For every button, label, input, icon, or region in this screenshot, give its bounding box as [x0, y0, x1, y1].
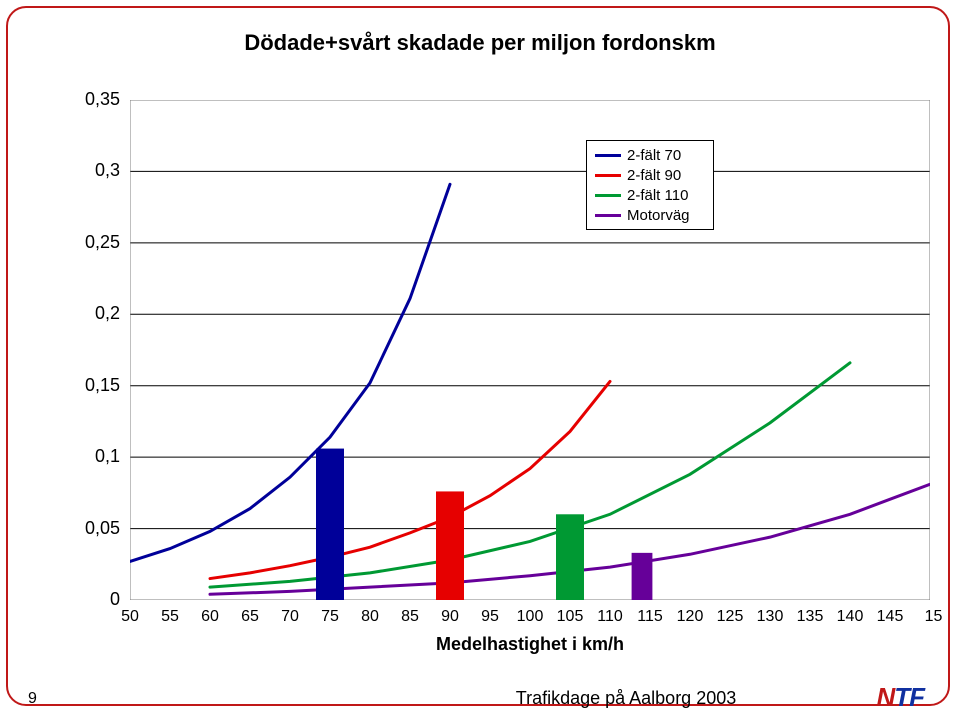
- x-tick-label: 115: [637, 608, 663, 626]
- legend-item: Motorväg: [595, 205, 705, 225]
- legend-swatch: [595, 214, 621, 217]
- x-tick-label: 85: [401, 608, 419, 626]
- y-tick-label: 0,2: [60, 303, 120, 324]
- x-tick-label: 90: [441, 608, 459, 626]
- y-tick-label: 0,05: [60, 518, 120, 539]
- x-axis-title: Medelhastighet i km/h: [410, 634, 650, 655]
- x-tick-label: 110: [597, 608, 623, 626]
- legend-swatch: [595, 154, 621, 157]
- legend-label: Motorväg: [627, 207, 690, 224]
- x-tick-label: 65: [241, 608, 259, 626]
- legend-item: 2-fält 110: [595, 185, 705, 205]
- x-tick-label: 95: [481, 608, 499, 626]
- x-tick-label: 140: [837, 608, 864, 626]
- x-tick-label: 125: [717, 608, 744, 626]
- footer-text: Trafikdage på Aalborg 2003: [516, 688, 737, 709]
- y-tick-label: 0,35: [60, 89, 120, 110]
- x-tick-label: 80: [361, 608, 379, 626]
- y-tick-label: 0: [60, 589, 120, 610]
- legend-item: 2-fält 90: [595, 165, 705, 185]
- x-tick-label: 130: [757, 608, 784, 626]
- legend-label: 2-fält 110: [627, 187, 688, 204]
- x-tick-label: 60: [201, 608, 219, 626]
- legend-item: 2-fält 70: [595, 145, 705, 165]
- x-tick-label: 135: [797, 608, 824, 626]
- ntf-logo-tf: TF: [894, 682, 924, 712]
- chart-title: Dödade+svårt skadade per miljon fordonsk…: [0, 30, 960, 56]
- legend-label: 2-fält 70: [627, 147, 681, 164]
- x-tick-label: 100: [517, 608, 544, 626]
- x-tick-label: 75: [321, 608, 339, 626]
- y-tick-label: 0,25: [60, 232, 120, 253]
- x-tick-label: 55: [161, 608, 179, 626]
- legend-swatch: [595, 174, 621, 177]
- x-tick-label: 15: [925, 608, 943, 626]
- x-tick-label: 50: [121, 608, 139, 626]
- y-tick-label: 0,15: [60, 375, 120, 396]
- ntf-logo: NTF: [876, 682, 924, 713]
- ntf-logo-n: N: [876, 682, 894, 712]
- legend: 2-fält 70 2-fält 90 2-fält 110 Motorväg: [586, 140, 714, 230]
- x-tick-label: 120: [677, 608, 704, 626]
- x-tick-label: 70: [281, 608, 299, 626]
- x-tick-label: 145: [877, 608, 904, 626]
- legend-swatch: [595, 194, 621, 197]
- chart-plot: [130, 100, 930, 600]
- x-tick-label: 105: [557, 608, 584, 626]
- page-number: 9: [28, 690, 37, 708]
- y-tick-label: 0,3: [60, 160, 120, 181]
- legend-label: 2-fält 90: [627, 167, 681, 184]
- y-tick-label: 0,1: [60, 446, 120, 467]
